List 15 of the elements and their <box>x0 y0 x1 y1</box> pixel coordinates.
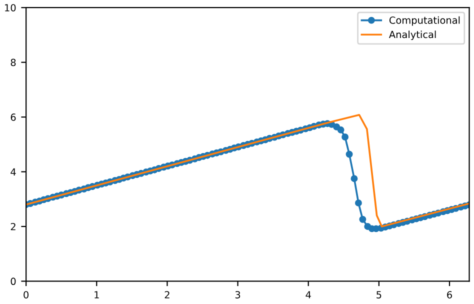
x-tick-label: 5 <box>376 291 382 298</box>
x-tick-label: 1 <box>94 291 99 298</box>
x-tick-label: 6 <box>447 291 452 298</box>
x-tick-label: 3 <box>235 291 240 298</box>
legend-label: Computational <box>389 16 460 26</box>
y-tick-label: 6 <box>10 114 16 121</box>
y-tick-label: 8 <box>10 58 16 66</box>
x-tick-label: 0 <box>24 291 29 298</box>
x-tick-label: 2 <box>164 291 170 298</box>
x-tick-label: 4 <box>306 291 311 298</box>
y-tick-label: 10 <box>5 4 16 12</box>
y-tick-label: 4 <box>10 168 16 176</box>
y-tick-label: 0 <box>10 278 16 286</box>
y-tick-label: 2 <box>10 222 16 230</box>
legend-label: Analytical <box>388 30 436 40</box>
